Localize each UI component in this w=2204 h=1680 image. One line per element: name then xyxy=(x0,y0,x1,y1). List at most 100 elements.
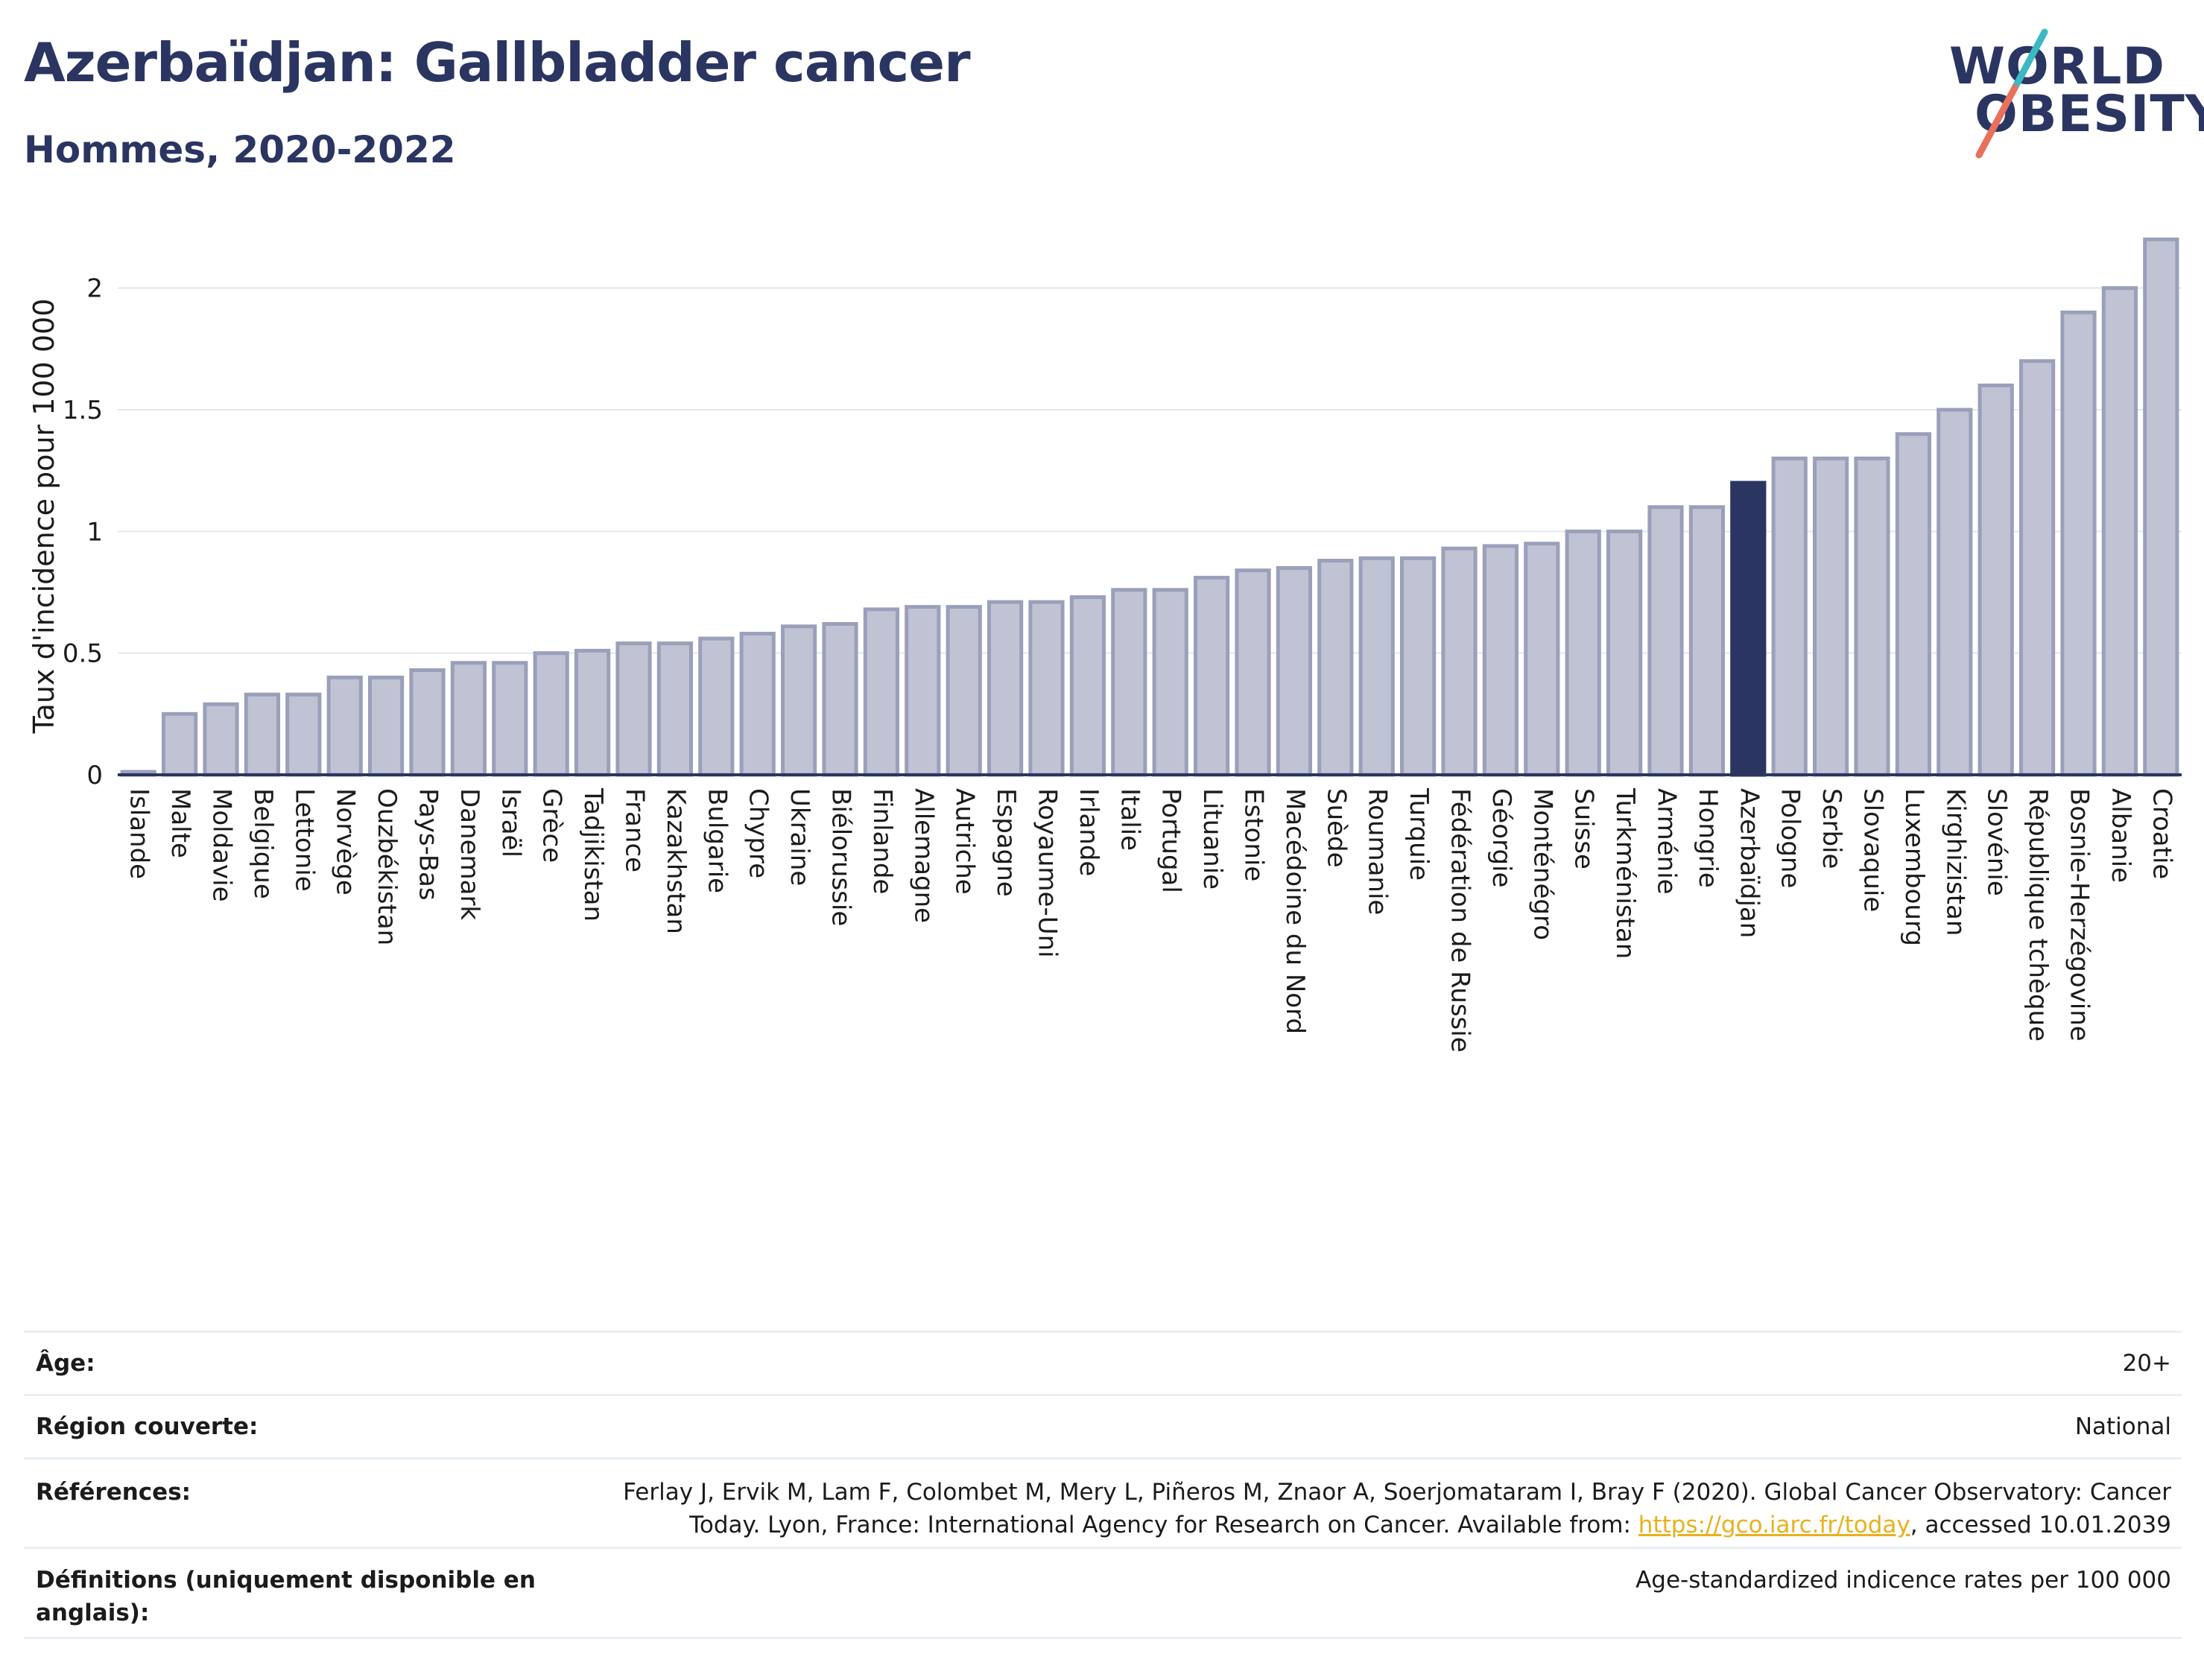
bar xyxy=(244,692,281,777)
x-tick-label: Royaume-Uni xyxy=(1033,788,1063,958)
x-tick-label: Irlande xyxy=(1074,788,1103,876)
x-tick-label: Bosnie-Herzégovine xyxy=(2065,788,2094,1042)
region-label: Région couverte: xyxy=(36,1413,259,1440)
x-tick-label: Tadjikistan xyxy=(578,787,608,922)
x-tick-label: Albanie xyxy=(2106,788,2135,883)
bar xyxy=(1111,588,1147,777)
x-tick-label: France xyxy=(620,788,650,872)
meta-row-region: Région couverte: National xyxy=(24,1394,2182,1457)
bar xyxy=(1565,529,1601,777)
bar xyxy=(1895,432,1932,777)
x-tick-label: Allemagne xyxy=(908,788,938,923)
x-tick-label: Belgique xyxy=(248,788,278,899)
bar xyxy=(1358,556,1395,777)
bar xyxy=(1937,408,1973,777)
bar xyxy=(1606,529,1643,777)
bar xyxy=(1854,456,1890,777)
meta-row-references: Références: Ferlay J, Ervik M, Lam F, Co… xyxy=(24,1457,2182,1547)
bar xyxy=(863,607,900,777)
bar xyxy=(1482,544,1519,777)
bar xyxy=(574,648,611,777)
bar xyxy=(409,668,446,777)
bar xyxy=(1812,456,1849,777)
bar xyxy=(1028,600,1065,777)
x-tick-label: Bulgarie xyxy=(702,788,732,893)
y-axis-label: Taux d'incidence pour 100 000 xyxy=(28,299,60,735)
x-tick-label: Israël xyxy=(495,788,525,858)
x-tick-label: Lettonie xyxy=(289,788,319,892)
bar xyxy=(905,605,941,777)
bar xyxy=(1235,568,1271,777)
x-tick-label: Kazakhstan xyxy=(661,788,691,934)
x-tick-label: Turquie xyxy=(1404,787,1434,881)
x-tick-label: Azerbaïdjan xyxy=(1734,788,1764,938)
bar xyxy=(1399,556,1437,777)
chart-title: Azerbaïdjan: Gallbladder cancer xyxy=(24,31,971,94)
bar xyxy=(2101,286,2138,777)
meta-row-definitions: Définitions (uniquement disponible en an… xyxy=(24,1547,2182,1639)
x-tick-label: Roumanie xyxy=(1363,788,1393,915)
x-tick-label: Slovénie xyxy=(1982,788,2012,896)
x-tick-label: Danemark xyxy=(455,788,484,920)
age-label: Âge: xyxy=(36,1350,95,1377)
world-obesity-logo: WORLD OBESITY xyxy=(1937,21,2204,162)
x-tick-label: Fédération de Russie xyxy=(1445,788,1475,1053)
references-value: Ferlay J, Ervik M, Lam F, Colombet M, Me… xyxy=(607,1476,2182,1547)
metadata-table: Âge: 20+ Région couverte: National Référ… xyxy=(24,1331,2182,1639)
bar xyxy=(492,661,528,777)
bar xyxy=(285,692,322,777)
x-tick-label: Suède xyxy=(1321,788,1351,868)
x-tick-label: Espagne xyxy=(991,788,1021,897)
bar xyxy=(533,651,569,777)
bar xyxy=(656,641,694,777)
x-tick-label: Malte xyxy=(165,788,195,858)
bar xyxy=(1152,588,1188,777)
references-link[interactable]: https://gco.iarc.fr/today xyxy=(1638,1512,1910,1538)
bar xyxy=(1317,559,1354,777)
age-value: 20+ xyxy=(2122,1350,2171,1377)
x-tick-label: Croatie xyxy=(2147,788,2176,879)
references-text: Ferlay J, Ervik M, Lam F, Colombet M, Me… xyxy=(623,1479,2171,1538)
x-tick-label: Italie xyxy=(1115,788,1144,851)
bar xyxy=(1276,565,1313,777)
x-tick-label: Arménie xyxy=(1652,788,1682,895)
bar xyxy=(780,624,817,777)
x-tick-label: Norvège xyxy=(331,788,361,896)
bar xyxy=(2060,310,2097,777)
x-tick-label: Ukraine xyxy=(785,788,814,886)
bar xyxy=(698,636,735,777)
x-tick-label: Finlande xyxy=(867,788,897,894)
logo-slash-icon xyxy=(1975,28,2048,159)
x-tick-label: Chypre xyxy=(744,788,773,878)
x-tick-label: Slovaquie xyxy=(1858,788,1888,912)
x-tick-label: Suisse xyxy=(1569,788,1599,869)
x-tick-label: Estonie xyxy=(1239,788,1269,881)
x-tick-label: Macédoine du Nord xyxy=(1280,788,1310,1034)
x-tick-label: Moldavie xyxy=(207,788,237,902)
bar xyxy=(822,621,858,777)
x-tick-label: Pologne xyxy=(1776,788,1805,888)
bar xyxy=(1647,505,1684,777)
x-tick-label: Ouzbékistan xyxy=(372,788,402,945)
x-tick-label: Islande xyxy=(124,788,154,879)
logo-line-1: WORLD xyxy=(1949,37,2165,96)
bar-chart: 0 0.5 1 1.5 2 Taux d'incidence pour 100 000 Is… xyxy=(28,237,2182,1053)
bar xyxy=(1688,505,1726,777)
bar xyxy=(367,675,405,777)
x-tick-label: Serbie xyxy=(1817,788,1846,869)
bar xyxy=(1977,383,2014,777)
x-tick-label: Grèce xyxy=(537,788,567,863)
y-tick-label: 1 xyxy=(86,517,103,547)
x-tick-label: Hongrie xyxy=(1693,788,1723,888)
x-tick-label: Pays-Bas xyxy=(414,788,443,901)
bar xyxy=(161,711,198,777)
x-tick-label: Kirghizistan xyxy=(1940,788,1970,936)
x-tick-label: Biélorussie xyxy=(826,788,856,926)
x-tick-label: Autriche xyxy=(950,788,980,895)
bar xyxy=(946,605,982,777)
bar xyxy=(1193,575,1230,777)
y-tick-label: 2 xyxy=(86,274,103,304)
x-tick-label: Lituanie xyxy=(1197,788,1227,890)
y-tick-label: 0.5 xyxy=(63,639,103,669)
references-accessed: , accessed 10.01.2039 xyxy=(1910,1512,2171,1538)
